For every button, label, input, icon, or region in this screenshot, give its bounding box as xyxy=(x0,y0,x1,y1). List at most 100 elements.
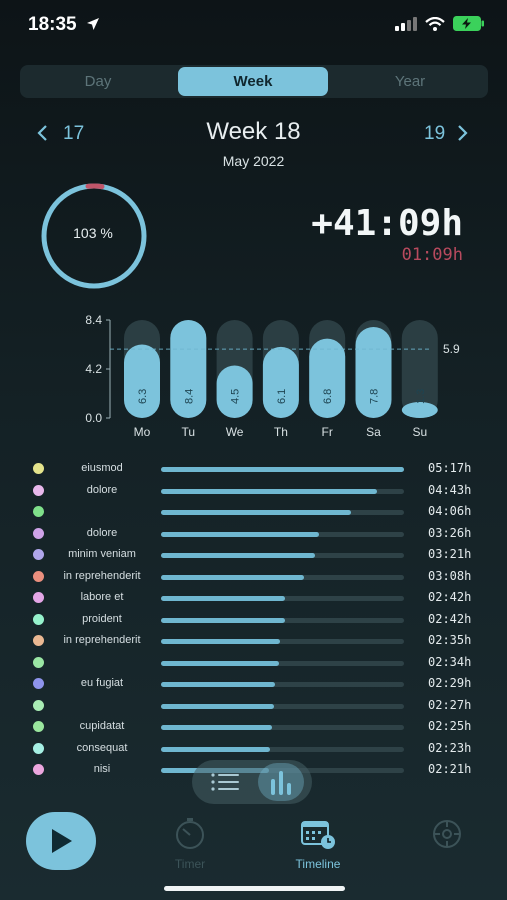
color-dot xyxy=(33,742,44,754)
x-category-label: Su xyxy=(412,425,427,439)
progress-percent: 103 % xyxy=(73,225,113,241)
duration-bar-fill xyxy=(161,510,351,515)
list-item[interactable]: eu fugiat 02:29h xyxy=(0,674,507,694)
prev-week-button[interactable] xyxy=(36,124,48,147)
duration-bar-fill xyxy=(161,703,274,709)
duration-bar-track xyxy=(161,574,404,580)
segment-day[interactable]: Day xyxy=(84,73,112,90)
color-dot xyxy=(33,506,44,517)
play-icon xyxy=(52,829,72,853)
list-item[interactable]: dolore 03:26h xyxy=(0,524,507,544)
bar xyxy=(355,327,392,418)
list-item[interactable]: consequat 02:23h xyxy=(0,739,507,759)
list-item-label: minim veniam xyxy=(68,548,136,560)
list-item-label: proident xyxy=(82,612,122,625)
color-dot xyxy=(33,656,44,668)
list-item-label: dolore xyxy=(86,526,118,539)
list-item[interactable]: cupidatat 02:25h xyxy=(0,717,507,737)
list-item-label: eu fugiat xyxy=(80,677,124,689)
status-time: 18:35 xyxy=(28,14,100,36)
bar-value-label: 7.8 xyxy=(369,389,381,404)
progress-ring xyxy=(41,183,147,289)
x-category-label: Tu xyxy=(182,425,196,439)
color-dot xyxy=(33,484,44,496)
x-category-label: Sa xyxy=(366,425,381,439)
list-item-duration: 03:21h xyxy=(428,547,472,561)
next-week-number[interactable]: 19 xyxy=(424,123,446,144)
duration-bar-fill xyxy=(161,596,285,601)
bar xyxy=(216,365,253,418)
page-title: Week 18 xyxy=(206,118,301,145)
duration-bar-track xyxy=(161,596,404,601)
chevron-right-icon xyxy=(458,125,468,141)
average-reference-label: 5.9 xyxy=(443,342,460,356)
color-dot xyxy=(33,549,44,560)
next-week-button[interactable] xyxy=(457,124,469,147)
list-item[interactable]: eiusmod 05:17h xyxy=(0,459,507,479)
duration-bar-fill xyxy=(161,639,281,644)
color-dot xyxy=(33,764,44,775)
list-item-duration: 02:42h xyxy=(428,611,472,626)
bar-track xyxy=(401,320,438,418)
bar-value-label: 1.3 xyxy=(415,389,427,404)
tab-settings[interactable] xyxy=(402,818,492,857)
bar-value-label: 4.5 xyxy=(230,389,242,404)
duration-bar-track xyxy=(161,725,404,730)
bar-value-label: 8.4 xyxy=(183,389,195,404)
y-tick-label: 4.2 xyxy=(85,362,102,376)
tab-timeline-label: Timeline xyxy=(295,857,341,871)
view-toggle xyxy=(192,760,312,804)
segment-year[interactable]: Year xyxy=(394,73,426,90)
list-item[interactable]: dolore 04:43h xyxy=(0,481,507,501)
duration-bar-track xyxy=(161,531,404,537)
overtime-value: 01:09h xyxy=(401,245,463,265)
status-time-text: 18:35 xyxy=(28,14,77,35)
home-indicator[interactable] xyxy=(164,886,345,891)
tab-timer[interactable]: Timer xyxy=(145,818,235,871)
duration-bar-track xyxy=(161,553,404,558)
list-view-button[interactable] xyxy=(206,763,244,801)
prev-week-number[interactable]: 17 xyxy=(63,123,85,144)
list-item-duration: 02:42h xyxy=(428,590,472,604)
color-dot xyxy=(33,635,44,646)
bar xyxy=(309,338,346,418)
list-item-duration: 02:21h xyxy=(428,762,472,776)
list-item[interactable]: in reprehenderit 03:08h xyxy=(0,567,507,587)
list-item-label: in reprehenderit xyxy=(63,569,141,582)
duration-bar-fill xyxy=(161,467,404,472)
bar xyxy=(124,344,160,418)
list-item-label: consequat xyxy=(76,741,128,754)
list-item-duration: 02:34h xyxy=(428,654,472,669)
list-item[interactable]: labore et 02:42h xyxy=(0,588,507,608)
color-dot xyxy=(33,570,44,582)
x-category-label: Fr xyxy=(322,425,333,439)
location-arrow-icon xyxy=(86,18,99,30)
segment-week[interactable]: Week xyxy=(178,67,328,96)
list-icon xyxy=(211,773,239,791)
tab-timeline[interactable]: Timeline xyxy=(273,818,363,871)
chart-view-button[interactable] xyxy=(258,763,304,801)
progress-ring-overflow xyxy=(85,183,105,190)
month-label: May 2022 xyxy=(222,153,285,169)
battery-charging-icon xyxy=(453,16,484,31)
list-item[interactable]: 02:27h xyxy=(0,696,507,716)
list-item-duration: 02:25h xyxy=(428,719,472,733)
list-item[interactable]: minim veniam 03:21h xyxy=(0,545,507,565)
list-item[interactable]: proident 02:42h xyxy=(0,610,507,630)
list-item-label: dolore xyxy=(86,483,118,496)
list-item-duration: 02:29h xyxy=(428,676,472,690)
list-item[interactable]: in reprehenderit 02:35h xyxy=(0,631,507,651)
duration-bar-fill xyxy=(161,574,305,580)
list-item[interactable]: 02:34h xyxy=(0,653,507,673)
bar-value-label: 6.8 xyxy=(322,389,334,404)
color-dot xyxy=(33,463,44,474)
duration-bar-fill xyxy=(161,682,276,687)
list-item-duration: 03:26h xyxy=(428,525,472,540)
duration-bar-fill xyxy=(161,488,378,494)
duration-bar-fill xyxy=(161,660,279,666)
list-item-duration: 05:17h xyxy=(428,461,472,475)
play-button[interactable] xyxy=(26,812,96,870)
x-category-label: Th xyxy=(274,425,288,439)
list-item-duration: 02:23h xyxy=(428,740,472,755)
list-item[interactable]: 04:06h xyxy=(0,502,507,522)
